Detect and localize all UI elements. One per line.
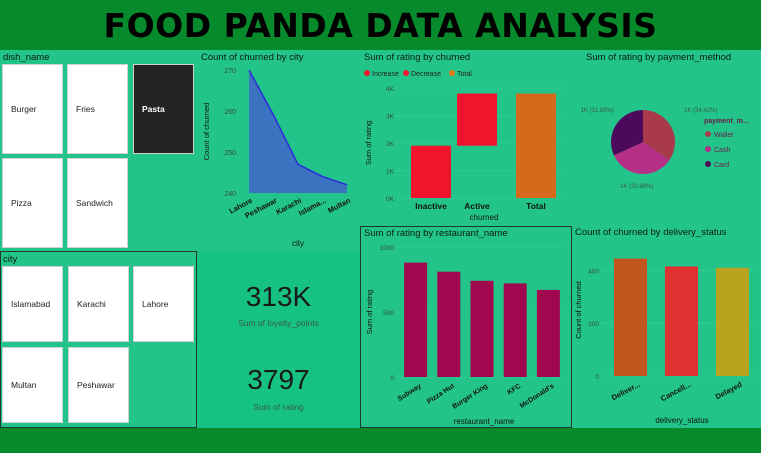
loyalty-points-label: Sum of loyalty_points (238, 318, 319, 328)
y-axis-label: Count of churned (202, 103, 211, 161)
rating-label: Sum of rating (253, 402, 304, 412)
area-fill (249, 70, 347, 193)
y-tick-label: 240 (224, 191, 236, 198)
y-axis-label: Count of churned (574, 281, 583, 339)
bar (470, 280, 494, 377)
pie-slice (613, 142, 670, 174)
chart-title: Count of churned by delivery_status (575, 227, 727, 238)
bar (665, 266, 698, 376)
city-option-islamabad[interactable]: Islamabad (2, 266, 63, 342)
chart-title: Sum of rating by churned (364, 52, 471, 63)
y-tick-label: 4K (386, 86, 395, 93)
bar (503, 283, 527, 377)
y-tick-label: 400 (588, 268, 599, 275)
legend-label: Card (714, 162, 729, 169)
city-option-multan[interactable]: Multan (2, 347, 63, 423)
y-tick-label: 0 (595, 374, 599, 381)
x-tick-label: Burger King (451, 383, 489, 411)
legend-label: Cash (714, 147, 730, 154)
city-option-peshawar[interactable]: Peshawar (68, 347, 129, 423)
pie-slice (643, 110, 675, 160)
chart-title: Count of churned by city (201, 52, 304, 63)
y-axis-label: Sum of rating (365, 290, 374, 335)
legend-label: Increase (372, 71, 399, 78)
churn-by-city-chart: Count of churned by city 240 250 260 270 Lah… (197, 50, 360, 250)
city-slicer: city Islamabad Karachi Lahore Multan Pes… (0, 251, 197, 428)
legend-label: Decrease (411, 71, 441, 78)
legend-marker (403, 70, 409, 76)
x-tick-label: Multan (326, 196, 352, 215)
rating-by-payment-chart: Sum of rating by payment_method 1K (34.4… (572, 50, 761, 226)
bar (716, 267, 749, 376)
x-tick-label: Cancell... (659, 380, 692, 403)
x-tick-label: Delayed (714, 380, 744, 402)
y-tick-label: 200 (588, 321, 599, 328)
x-axis-label: delivery_status (655, 416, 708, 425)
chart-title: Sum of rating by payment_method (586, 52, 732, 63)
y-tick-label: 0K (386, 196, 395, 203)
pie-slice (611, 110, 643, 156)
legend-marker (449, 70, 455, 76)
dish-slicer: dish_name Burger Fries Pasta Pizza Sandw… (0, 50, 197, 250)
dish-option-fries[interactable]: Fries (67, 64, 128, 154)
x-tick-label: Deliver... (610, 380, 641, 402)
waterfall-bar (516, 93, 556, 198)
dish-option-sandwich[interactable]: Sandwich (67, 158, 128, 248)
y-tick-label: 500 (383, 310, 394, 317)
x-tick-label: Islama... (297, 196, 327, 218)
x-axis-label: city (292, 239, 304, 248)
x-tick-label: KFC (506, 383, 522, 397)
y-axis-label: Sum of rating (364, 121, 373, 166)
x-axis-label: churned (470, 213, 499, 222)
city-option-karachi[interactable]: Karachi (68, 266, 129, 342)
bar (437, 271, 461, 377)
y-tick-label: 1000 (380, 245, 395, 252)
dish-option-burger[interactable]: Burger (2, 64, 63, 154)
y-tick-label: 270 (224, 68, 236, 75)
x-tick-label: Pizza Hut (426, 382, 456, 405)
waterfall-bar (457, 93, 497, 146)
kpi-panel: 313K Sum of loyalty_points 3797 Sum of r… (197, 251, 360, 428)
bar (536, 289, 560, 377)
city-slicer-title: city (3, 254, 18, 265)
slice-label: 1K (33.68%) (620, 184, 653, 190)
y-tick-label: 250 (224, 150, 236, 157)
dish-option-pizza[interactable]: Pizza (2, 158, 63, 248)
legend-label: Total (457, 71, 472, 78)
rating-value: 3797 (247, 364, 310, 395)
legend-marker (705, 146, 711, 152)
x-axis-label: restaurant_name (454, 417, 515, 426)
legend-marker (705, 131, 711, 137)
rating-by-restaurant-chart: Sum of rating by restaurant_name 0 500 100… (360, 226, 572, 428)
slice-label: 1K (31.89%) (581, 108, 614, 114)
bar (614, 258, 647, 376)
x-tick-label: Total (526, 201, 546, 211)
y-tick-label: 2K (386, 141, 395, 148)
y-tick-label: 3K (386, 114, 395, 121)
dashboard-title: FOOD PANDA DATA ANALYSIS (103, 5, 658, 45)
bar (404, 262, 428, 377)
legend-title: payment_m... (704, 118, 749, 125)
churn-by-delivery-chart: Count of churned by delivery_status 0 200… (572, 226, 761, 428)
legend-label: Wallet (714, 132, 733, 139)
y-tick-label: 1K (386, 169, 395, 176)
x-tick-label: Subway (397, 383, 423, 403)
x-tick-label: Inactive (415, 201, 447, 211)
legend-marker (364, 70, 370, 76)
legend-marker (705, 161, 711, 167)
y-tick-label: 0 (390, 375, 394, 382)
x-tick-label: McDonald's (519, 383, 556, 410)
slice-label: 1K (34.42%) (684, 108, 717, 114)
footer-bar (0, 428, 761, 453)
dashboard-header: FOOD PANDA DATA ANALYSIS (0, 0, 761, 50)
waterfall-bar (411, 145, 451, 198)
x-tick-label: Active (464, 201, 490, 211)
dish-slicer-title: dish_name (3, 52, 50, 63)
dish-option-pasta[interactable]: Pasta (133, 64, 194, 154)
rating-by-churned-chart: Sum of rating by churned Increase Decreas… (360, 50, 572, 226)
y-tick-label: 260 (224, 109, 236, 116)
city-option-lahore[interactable]: Lahore (133, 266, 194, 342)
loyalty-points-value: 313K (245, 281, 312, 312)
chart-title: Sum of rating by restaurant_name (364, 228, 508, 239)
